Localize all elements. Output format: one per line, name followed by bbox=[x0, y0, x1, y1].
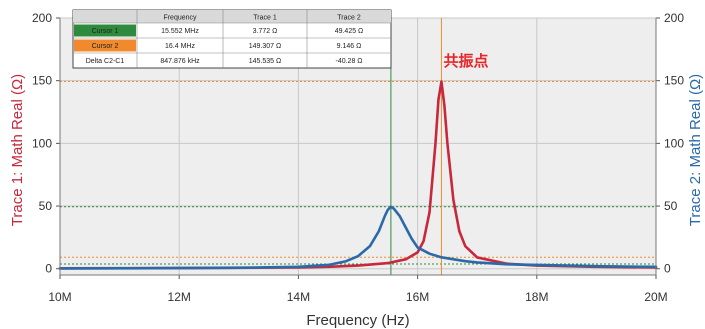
cursor-row-label: Delta C2-C1 bbox=[86, 58, 125, 65]
y-tick-label-right: 50 bbox=[664, 199, 678, 213]
cursor-row-value: 49.425 Ω bbox=[335, 28, 364, 35]
x-tick-label: 12M bbox=[168, 290, 191, 304]
x-axis-title: Frequency (Hz) bbox=[306, 312, 409, 329]
x-tick-label: 16M bbox=[406, 290, 429, 304]
y-tick-label-right: 150 bbox=[664, 74, 684, 88]
cursor-row-value: 149.307 Ω bbox=[249, 43, 281, 50]
x-tick-label: 10M bbox=[48, 290, 71, 304]
cursor-row-label: Cursor 1 bbox=[92, 28, 119, 35]
cursor-table-header: Frequency bbox=[163, 15, 197, 22]
y-tick-label-left: 100 bbox=[32, 136, 52, 150]
x-tick-label: 18M bbox=[525, 290, 548, 304]
cursor-label-swatch bbox=[74, 24, 136, 37]
cursor-row-value: 847.876 kHz bbox=[160, 58, 200, 65]
cursor-table-header: Trace 2 bbox=[337, 15, 361, 22]
cursor-row-value: -40.28 Ω bbox=[335, 58, 362, 65]
y-tick-label-left: 200 bbox=[32, 11, 52, 25]
axes: 10M 12M 14M 16M 18M 20M 0 0 50 50 100 100 150 150 200 2… bbox=[32, 11, 684, 304]
y-tick-label-left: 150 bbox=[32, 74, 52, 88]
cursor-row-value: 9.146 Ω bbox=[337, 43, 362, 50]
cursor-table-header-bg bbox=[73, 10, 391, 23]
cursor-row-value: 16.4 MHz bbox=[165, 43, 195, 50]
series-line-trace-2 bbox=[58, 205, 658, 270]
y-tick-label-right: 200 bbox=[664, 11, 684, 25]
x-tick-label: 14M bbox=[287, 290, 310, 304]
cursor-row-value: 15.552 MHz bbox=[161, 28, 199, 35]
y-tick-label-right: 0 bbox=[664, 262, 671, 276]
cursor-row-label: Cursor 2 bbox=[92, 43, 119, 50]
y-axis-left-title: Trace 1: Math Real (Ω) bbox=[9, 74, 26, 226]
resonance-annotation: 共振点 bbox=[443, 52, 488, 70]
y-tick-label-left: 0 bbox=[45, 262, 52, 276]
cursor-label-swatch bbox=[74, 54, 136, 67]
cursor-row-value: 3.772 Ω bbox=[253, 28, 278, 35]
cursor-table-header: Trace 1 bbox=[253, 15, 277, 22]
y-axis-right-title: Trace 2: Math Real (Ω) bbox=[687, 74, 704, 226]
y-tick-label-left: 50 bbox=[39, 199, 53, 213]
cursor-row-value: 145.535 Ω bbox=[249, 58, 281, 65]
series-lines bbox=[58, 80, 658, 270]
cursor-label-swatch bbox=[74, 39, 136, 52]
x-tick-label: 20M bbox=[644, 290, 667, 304]
cursor-table: Frequency Trace 1 Trace 2 Cursor 1 15.552 MH… bbox=[72, 9, 392, 69]
y-tick-label-right: 100 bbox=[664, 136, 684, 150]
